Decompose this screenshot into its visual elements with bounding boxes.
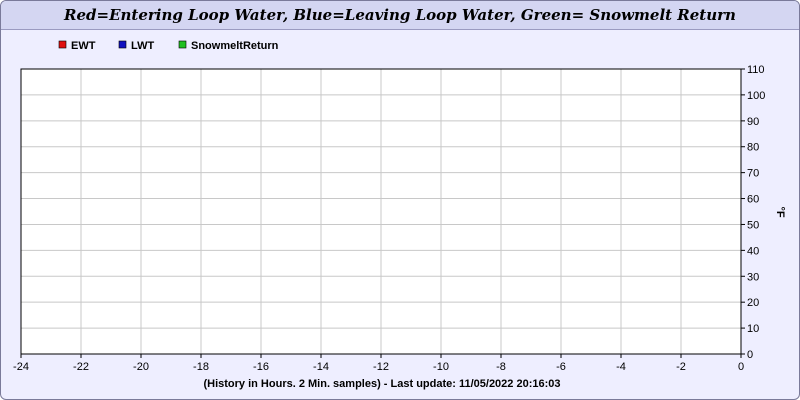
y-tick-label: 60 — [747, 194, 759, 206]
y-tick-label: 100 — [747, 90, 765, 102]
legend-swatch-ewt — [58, 40, 67, 49]
y-tick-label: 30 — [747, 271, 759, 283]
x-tick-label: -16 — [253, 361, 269, 373]
y-tick-label: 40 — [747, 245, 759, 257]
y-tick-label: 10 — [747, 323, 759, 335]
x-tick-label: -14 — [313, 361, 329, 373]
x-axis: -24 -22 -20 -18 -16 -14 -12 -10 -8 -6 -4 -2 0 — [13, 354, 744, 373]
x-tick-label: -24 — [13, 361, 29, 373]
y-axis: 0 10 20 30 40 50 60 70 80 90 100 110 — [741, 64, 765, 361]
x-tick-label: -12 — [373, 361, 389, 373]
y-tick-label: 0 — [747, 349, 753, 361]
y-tick-label: 70 — [747, 168, 759, 180]
x-axis-title: (History in Hours. 2 Min. samples) - Las… — [203, 378, 560, 390]
x-tick-label: -4 — [616, 361, 626, 373]
x-tick-label: -18 — [193, 361, 209, 373]
x-tick-label: -10 — [433, 361, 449, 373]
x-tick-label: -20 — [133, 361, 149, 373]
legend-label-ewt: EWT — [71, 40, 96, 52]
y-tick-label: 110 — [747, 64, 765, 76]
legend-label-lwt: LWT — [131, 40, 154, 52]
y-tick-label: 80 — [747, 142, 759, 154]
chart-title: Red=Entering Loop Water, Blue=Leaving Lo… — [64, 6, 736, 24]
y-axis-title: °F — [774, 206, 786, 217]
legend-swatch-snowmeltreturn — [178, 40, 187, 49]
x-tick-label: -6 — [556, 361, 566, 373]
y-tick-label: 90 — [747, 116, 759, 128]
y-tick-label: 20 — [747, 297, 759, 309]
legend: EWT LWT SnowmeltReturn — [58, 40, 279, 52]
grid — [21, 69, 741, 354]
x-tick-label: -8 — [496, 361, 506, 373]
legend-label-snowmeltreturn: SnowmeltReturn — [191, 40, 279, 52]
x-tick-label: -22 — [73, 361, 89, 373]
title-bar: Red=Entering Loop Water, Blue=Leaving Lo… — [1, 1, 799, 30]
x-tick-label: 0 — [738, 361, 744, 373]
x-tick-label: -2 — [676, 361, 686, 373]
legend-swatch-lwt — [118, 40, 127, 49]
y-tick-label: 50 — [747, 219, 759, 231]
